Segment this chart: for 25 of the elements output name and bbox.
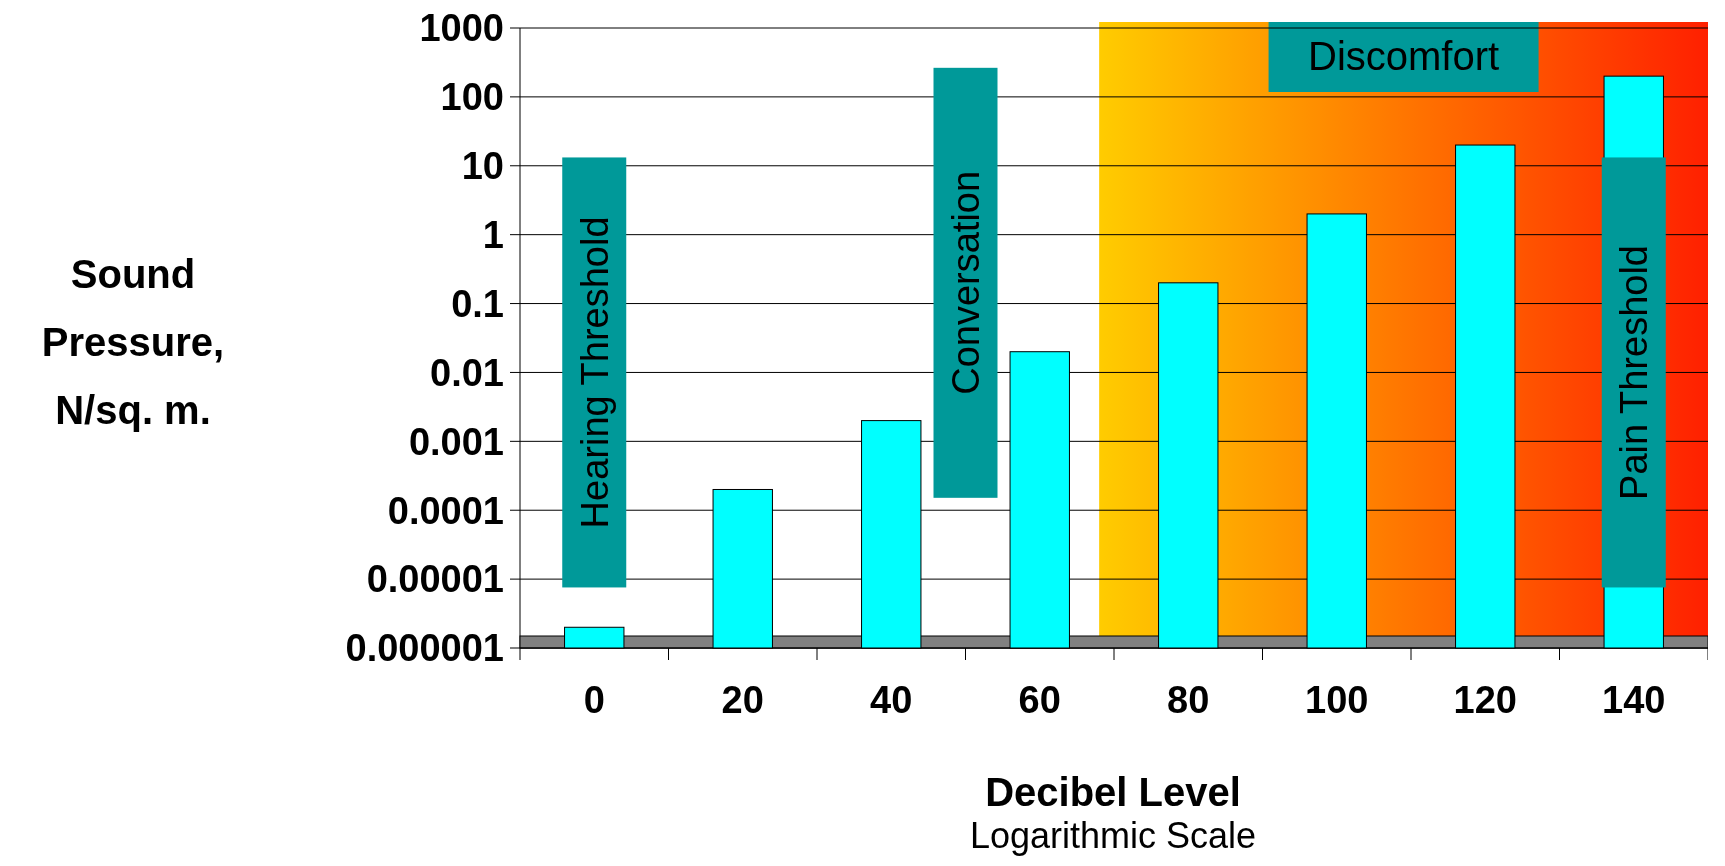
x-tick-label: 140	[1602, 679, 1666, 721]
y-tick-label: 0.1	[451, 282, 504, 325]
y-tick-label: 0.001	[408, 420, 504, 463]
y-axis-title: Sound Pressure, N/sq. m.	[41, 252, 225, 432]
y-tick-label: 0.0001	[387, 489, 504, 532]
x-tick-label: 0	[583, 679, 605, 721]
y-tick-label: 0.01	[430, 351, 504, 394]
x-tick-label: 20	[721, 679, 764, 721]
x-tick-label: 80	[1167, 679, 1210, 721]
annotation: Conversation	[944, 170, 987, 395]
band-label: Discomfort	[1308, 34, 1500, 78]
x-tick-label: 120	[1453, 679, 1517, 721]
y-tick-label: 1	[482, 213, 504, 256]
annotation: Hearing Threshold	[573, 216, 616, 529]
y-tick-label: 10	[461, 145, 504, 188]
x-tick-label: 40	[870, 679, 913, 721]
x-tick-label: 100	[1305, 679, 1369, 721]
y-tick-label: 0.000001	[345, 627, 504, 670]
y-tick-label: 0.00001	[366, 558, 504, 601]
x-axis-title: Decibel Level	[985, 770, 1241, 814]
x-tick-label: 60	[1018, 679, 1061, 721]
annotation: Pain Threshold	[1613, 244, 1656, 500]
text: Logarithmic Scale	[969, 815, 1257, 856]
y-tick-label: 1000	[419, 7, 504, 50]
y-tick-label: 100	[440, 76, 504, 119]
